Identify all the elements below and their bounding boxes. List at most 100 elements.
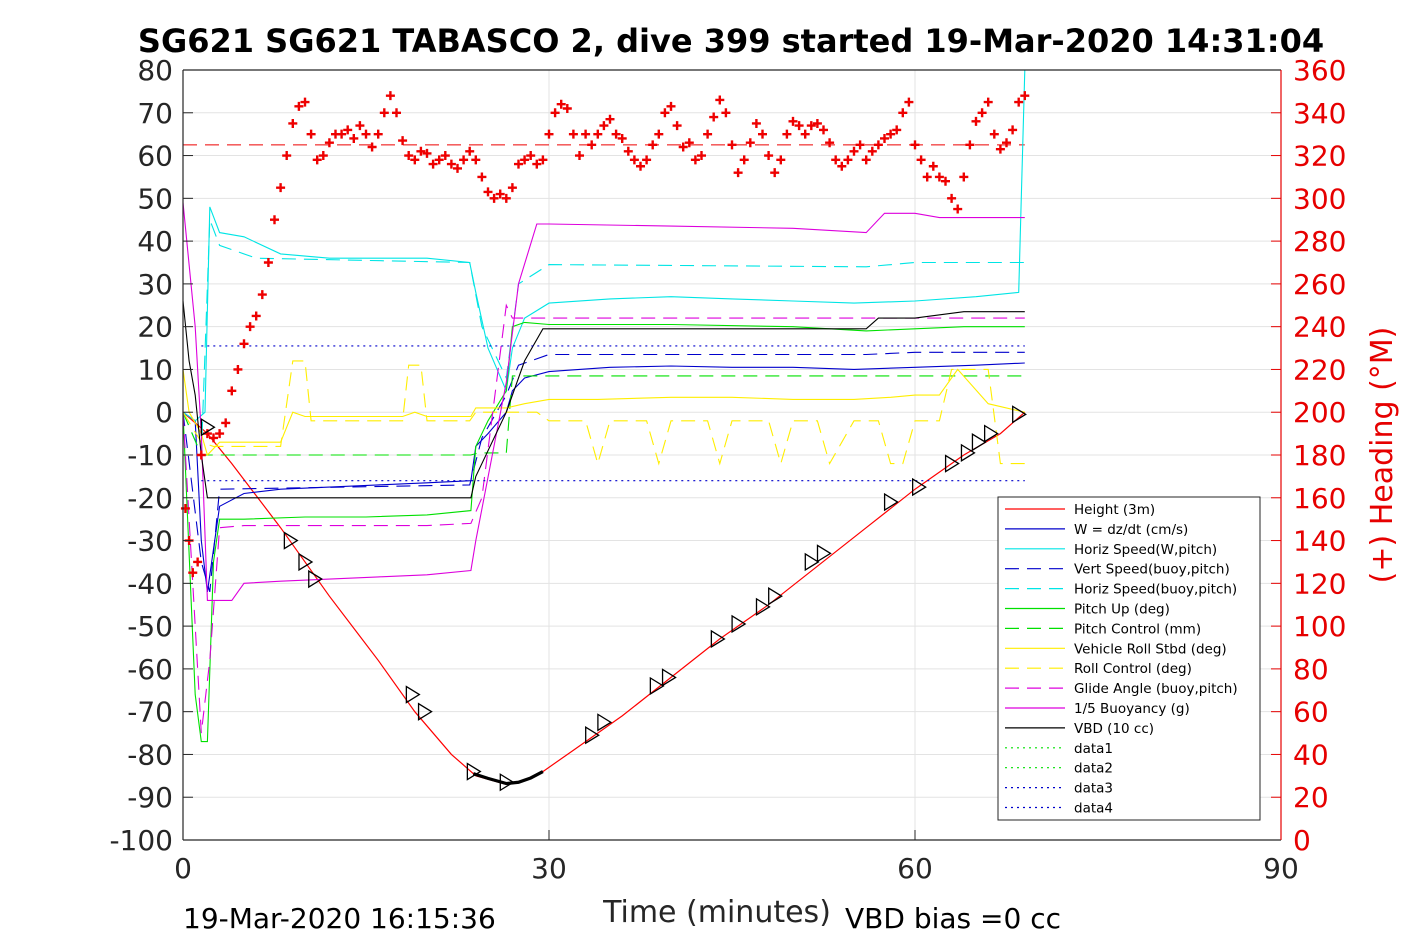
heading-point	[239, 339, 249, 349]
heading-point	[983, 97, 993, 107]
heading-point	[995, 144, 1005, 154]
series-vehicle-roll-stbd-deg-	[182, 368, 1025, 457]
gc-marker	[944, 454, 960, 473]
heading-point	[928, 161, 938, 171]
heading-point	[989, 129, 999, 139]
heading-point	[709, 112, 719, 122]
heading-point	[672, 121, 682, 131]
legend-label: 1/5 Buoyancy (g)	[1074, 701, 1190, 717]
gc-marker	[308, 569, 324, 589]
heading-point	[483, 187, 493, 197]
y-tick-label: 50	[137, 182, 173, 215]
heading-point	[1008, 125, 1018, 135]
gc-marker	[499, 773, 515, 792]
y-tick-label: 0	[155, 396, 173, 429]
right-tick-label: 40	[1293, 738, 1329, 771]
gc-marker	[912, 477, 927, 497]
heading-point	[550, 108, 560, 118]
heading-point	[739, 155, 749, 165]
heading-point	[276, 183, 286, 193]
series-horiz-speed-w-pitch-	[182, 69, 1026, 422]
heading-point	[221, 418, 231, 428]
legend-label: data4	[1074, 801, 1113, 817]
x-axis-label: Time (minutes)	[602, 895, 831, 930]
heading-point	[465, 146, 475, 156]
heading-point	[361, 129, 371, 139]
heading-point	[440, 151, 450, 161]
heading-point	[245, 322, 255, 332]
right-tick-label: 60	[1293, 696, 1329, 729]
heading-point	[385, 91, 395, 101]
heading-point	[904, 97, 914, 107]
heading-point	[800, 129, 810, 139]
legend-label: W = dz/dt (cm/s)	[1074, 522, 1188, 538]
heading-point	[446, 159, 456, 169]
heading-point	[538, 155, 548, 165]
right-tick-label: 300	[1293, 182, 1346, 215]
legend-label: Horiz Speed(W,pitch)	[1074, 542, 1217, 558]
heading-point	[758, 129, 767, 139]
gc-marker	[731, 614, 747, 634]
y-tick-label: -100	[109, 824, 173, 857]
right-tick-label: 260	[1293, 268, 1346, 301]
y-tick-label: 40	[137, 225, 173, 258]
y-tick-label: 70	[137, 97, 173, 130]
right-tick-label: 120	[1293, 567, 1346, 600]
heading-point	[312, 155, 322, 165]
heading-point	[855, 140, 865, 150]
right-tick-label: 100	[1293, 610, 1346, 643]
heading-point	[367, 142, 377, 152]
heading-point	[587, 140, 597, 150]
heading-point	[971, 116, 981, 126]
y-tick-label: 20	[137, 311, 173, 344]
series-pitch-up-deg-	[182, 321, 1025, 743]
heading-point	[831, 155, 841, 165]
right-tick-label: 340	[1293, 97, 1346, 130]
series-layer	[180, 69, 1030, 792]
legend-label: Vehicle Roll Stbd (deg)	[1074, 641, 1227, 657]
right-tick-label: 360	[1293, 54, 1346, 87]
legend-box	[997, 496, 1261, 821]
heading-point	[916, 155, 926, 165]
heading-point	[843, 155, 853, 165]
series-horiz-speed-buoy-pitch-	[182, 219, 1025, 456]
heading-point	[819, 125, 828, 135]
heading-point	[788, 116, 798, 126]
right-tick-label: 0	[1293, 824, 1311, 857]
gc-marker	[971, 433, 987, 452]
heading-point	[959, 172, 969, 182]
gc-marker	[1012, 405, 1027, 424]
heading-point	[257, 290, 267, 300]
heading-point	[642, 155, 652, 165]
heading-point	[434, 155, 444, 165]
heading-point	[453, 163, 462, 173]
heading-point	[233, 364, 243, 374]
heading-point	[343, 125, 353, 135]
heading-point	[611, 129, 621, 139]
legend-label: Glide Angle (buoy,pitch)	[1074, 681, 1238, 697]
heading-point	[514, 159, 523, 169]
heading-point	[941, 176, 950, 186]
heading-point	[812, 118, 822, 128]
legend: Height (3m) W = dz/dt (cm/s) Horiz Speed(W…	[997, 496, 1261, 821]
y-tick-label: 60	[137, 140, 173, 173]
heading-point	[1014, 97, 1024, 107]
heading-point	[782, 129, 792, 139]
heading-point	[721, 108, 731, 118]
chart-title: SG621 SG621 TABASCO 2, dive 399 started …	[138, 22, 1324, 60]
legend-label: Vert Speed(buoy,pitch)	[1074, 562, 1230, 578]
heading-point	[825, 138, 835, 148]
heading-point	[922, 172, 932, 182]
gc-marker	[597, 713, 613, 732]
footer-timestamp: 19-Mar-2020 16:15:36	[183, 902, 496, 935]
gc-marker	[405, 685, 421, 704]
heading-point	[703, 129, 713, 139]
gc-marker	[585, 726, 600, 745]
gc-marker	[768, 587, 783, 606]
heading-point	[837, 161, 847, 171]
gc-marker	[417, 702, 433, 721]
heading-point	[892, 125, 902, 135]
series-roll-control-deg-	[182, 360, 1025, 466]
heading-point	[861, 155, 871, 165]
heading-point	[806, 121, 816, 131]
